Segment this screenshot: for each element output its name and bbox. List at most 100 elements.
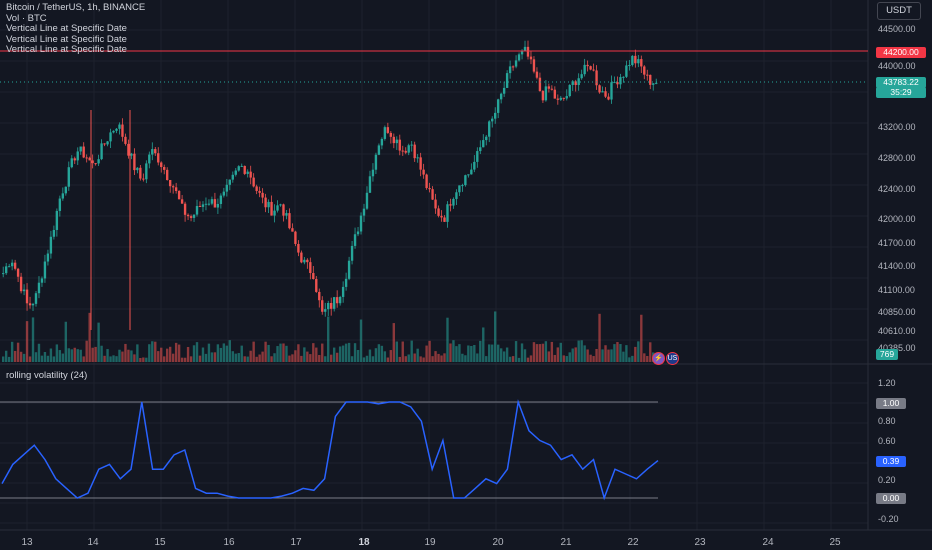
volume-bar [547, 351, 551, 362]
candle-body [255, 186, 258, 191]
volume-bar [19, 351, 23, 362]
candle-body [46, 253, 50, 262]
volume-bar [97, 322, 100, 362]
candle-body [28, 303, 32, 306]
candle-body [332, 297, 336, 309]
volume-bar [121, 351, 124, 362]
candle-body [437, 208, 440, 216]
volume-bar [234, 353, 237, 362]
candle-body [177, 190, 181, 200]
indicator-legend-3[interactable]: Vertical Line at Specific Date [6, 44, 127, 55]
volume-bar [485, 356, 488, 362]
us-economic-event-icon[interactable]: US [666, 352, 679, 365]
volume-bar [243, 356, 246, 362]
indicator-legend-2[interactable]: Vertical Line at Specific Date [6, 33, 127, 45]
volume-bar [628, 357, 631, 362]
currency-button[interactable]: USDT [877, 2, 921, 20]
candle-body [285, 213, 288, 216]
candle-body [189, 216, 193, 218]
volume-bar [395, 341, 398, 362]
candle-body [541, 91, 545, 101]
volume-bar [52, 356, 56, 362]
last-price-tag: 43783.22 [876, 77, 926, 88]
volume-bar [79, 349, 82, 362]
symbol-title[interactable]: Bitcoin / TetherUS, 1h, BINANCE [6, 2, 146, 13]
candle-body [344, 278, 348, 287]
candle-body [282, 204, 285, 216]
candle-body [514, 60, 518, 67]
candle-body [154, 149, 157, 154]
candle-body [25, 289, 29, 304]
volume-bar [16, 342, 20, 362]
volume-legend[interactable]: Vol · BTC [6, 12, 47, 24]
candle-body [538, 77, 542, 92]
volume-bar [288, 355, 291, 362]
price-tick: 40850.00 [878, 307, 916, 317]
candle-body [321, 300, 324, 312]
volume-bar [124, 343, 127, 362]
candle-body [347, 260, 351, 279]
volume-bar [25, 321, 29, 362]
candle-body [240, 165, 243, 167]
candle-body [201, 204, 205, 207]
candle-body [640, 59, 643, 67]
volume-bar [67, 348, 70, 362]
candle-body [383, 127, 387, 139]
candle-body [79, 146, 82, 152]
volume-bar [189, 356, 193, 362]
volume-bar [476, 353, 479, 362]
candle-body [598, 85, 601, 93]
volume-bar [2, 356, 5, 362]
volume-bar [458, 344, 461, 362]
volume-bar [511, 356, 515, 362]
volume-bar [488, 344, 491, 362]
volume-bar [177, 344, 181, 362]
candle-body [643, 66, 646, 75]
indicator-pane-title[interactable]: rolling volatility (24) [6, 370, 88, 381]
volume-bar [499, 348, 503, 362]
volume-bar [332, 347, 336, 362]
volume-bar [440, 355, 443, 362]
candle-body [309, 262, 312, 274]
volume-bar [246, 356, 249, 362]
candle-body [535, 71, 539, 78]
volume-bar [219, 347, 223, 362]
volume-bar [535, 344, 539, 362]
volume-bar [392, 323, 395, 362]
volume-bar [577, 340, 580, 362]
candle-body [652, 83, 655, 85]
candle-body [142, 178, 145, 180]
indicator-legend-1[interactable]: Vertical Line at Specific Date [6, 23, 127, 34]
candle-body [565, 96, 568, 99]
volume-bar [31, 317, 35, 362]
volume-bar [312, 343, 315, 362]
candle-body [10, 262, 14, 267]
volume-bar [344, 343, 348, 362]
candle-body [88, 157, 91, 161]
candle-body [407, 145, 410, 153]
volume-bar [341, 345, 345, 362]
candle-body [425, 174, 428, 189]
volume-bar [76, 349, 79, 362]
candle-body [559, 97, 562, 100]
candle-body [16, 268, 20, 277]
volume-bar [160, 347, 163, 362]
price-tick: 41100.00 [878, 285, 915, 295]
dividend-event-icon[interactable]: ⚡ [652, 352, 665, 365]
candle-body [571, 81, 574, 85]
candle-body [505, 73, 509, 88]
volume-bar [127, 349, 130, 362]
volume-bar [118, 349, 121, 362]
candle-body [49, 236, 53, 254]
volume-bar [109, 356, 112, 362]
volume-bar [604, 345, 607, 362]
volume-bar [85, 340, 88, 362]
candle-body [613, 82, 616, 84]
x-tick: 15 [154, 537, 166, 548]
candle-body [595, 70, 598, 86]
candle-body [291, 228, 294, 232]
volume-bar [171, 353, 175, 362]
volume-bar [592, 356, 595, 362]
candle-body [395, 139, 398, 144]
